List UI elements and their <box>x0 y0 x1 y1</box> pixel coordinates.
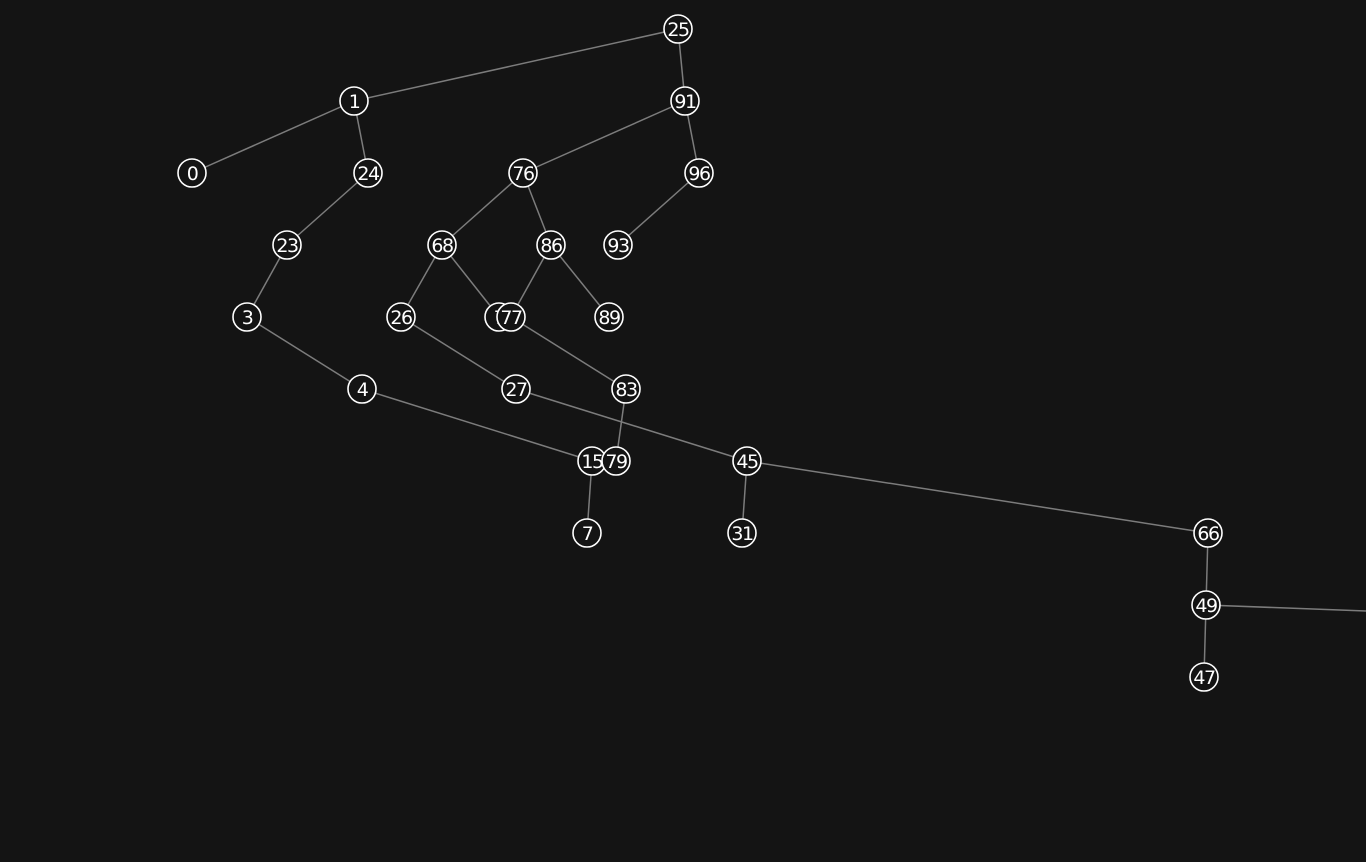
node-label: 15 <box>581 451 603 473</box>
tree-node-n96: 96 <box>684 158 714 188</box>
node-label: 25 <box>667 19 689 41</box>
edges-layer <box>191 28 1366 678</box>
node-label: 27 <box>505 379 527 401</box>
node-label: 26 <box>390 307 412 329</box>
node-circle <box>732 446 762 476</box>
edge-n76-n68 <box>441 172 524 246</box>
node-label: 0 <box>187 163 198 185</box>
node-circle <box>603 230 633 260</box>
edge-n77-n83 <box>510 316 627 390</box>
node-label: 23 <box>276 235 298 257</box>
node-circle <box>601 446 631 476</box>
edge-n4-n15 <box>361 388 593 462</box>
node-label: 31 <box>731 523 753 545</box>
node-circle <box>594 302 624 332</box>
tree-node-n77: 77 <box>496 302 526 332</box>
node-label: 66 <box>1197 523 1219 545</box>
tree-node-n26: 26 <box>386 302 416 332</box>
tree-node-n45: 45 <box>732 446 762 476</box>
node-circle <box>232 302 262 332</box>
tree-node-n23: 23 <box>272 230 302 260</box>
node-circle <box>1191 590 1221 620</box>
node-circle <box>572 518 602 548</box>
tree-node-n47: 47 <box>1189 662 1219 692</box>
tree-node-n0: 0 <box>177 158 207 188</box>
tree-node-n76: 76 <box>508 158 538 188</box>
node-label: 1 <box>349 91 360 113</box>
node-circle <box>386 302 416 332</box>
node-circle <box>663 14 693 44</box>
node-label: 49 <box>1195 595 1217 617</box>
tree-node-n66: 66 <box>1193 518 1223 548</box>
node-label: 24 <box>357 163 380 185</box>
node-label: 3 <box>242 307 253 329</box>
tree-node-n91: 91 <box>670 86 700 116</box>
node-circle <box>1189 662 1219 692</box>
edge-n24-n23 <box>286 172 369 246</box>
node-label: 45 <box>736 451 758 473</box>
node-label: 86 <box>540 235 562 257</box>
node-circle <box>684 158 714 188</box>
tree-node-n89: 89 <box>594 302 624 332</box>
tree-node-n27: 27 <box>501 374 531 404</box>
edge-n96-n93 <box>617 172 700 246</box>
node-label: 4 <box>357 379 369 401</box>
tree-node-n7b: 7 <box>572 518 602 548</box>
node-label: 47 <box>1193 667 1215 689</box>
node-circle <box>611 374 641 404</box>
edge-n45-n66 <box>746 460 1209 534</box>
edge-n91-n76 <box>522 100 686 174</box>
node-label: 89 <box>598 307 620 329</box>
node-circle <box>177 158 207 188</box>
node-circle <box>1193 518 1223 548</box>
node-circle <box>670 86 700 116</box>
tree-node-n49: 49 <box>1191 590 1221 620</box>
tree-node-n79: 79 <box>601 446 631 476</box>
tree-node-n1: 1 <box>339 86 369 116</box>
node-circle <box>353 158 383 188</box>
tree-node-n83: 83 <box>611 374 641 404</box>
node-circle <box>339 86 369 116</box>
tree-node-n31: 31 <box>727 518 757 548</box>
node-label: 68 <box>431 235 453 257</box>
edge-n68-n7a <box>441 244 500 318</box>
node-label: 93 <box>607 235 629 257</box>
node-circle <box>508 158 538 188</box>
edge-n1-n0 <box>191 100 355 174</box>
node-label: 96 <box>688 163 710 185</box>
node-circle <box>272 230 302 260</box>
node-circle <box>727 518 757 548</box>
node-label: 79 <box>605 451 627 473</box>
edge-n86-n89 <box>550 244 610 318</box>
tree-node-n25: 25 <box>663 14 693 44</box>
tree-node-n68: 68 <box>427 230 457 260</box>
tree-node-n86: 86 <box>536 230 566 260</box>
tree-node-n93: 93 <box>603 230 633 260</box>
tree-node-n3: 3 <box>232 302 262 332</box>
nodes-layer: 2519102476962368869332677789427831579457… <box>177 14 1223 692</box>
edge-n27-n45 <box>515 388 748 462</box>
edge-n26-n27 <box>400 316 517 390</box>
node-circle <box>536 230 566 260</box>
node-label: 77 <box>500 307 522 329</box>
edge-n49-offscreen <box>1205 604 1366 612</box>
node-circle <box>347 374 377 404</box>
node-label: 91 <box>674 91 696 113</box>
node-circle <box>501 374 531 404</box>
node-label: 76 <box>512 163 534 185</box>
tree-node-n4: 4 <box>347 374 377 404</box>
node-circle <box>496 302 526 332</box>
edge-n3-n4 <box>246 316 363 390</box>
node-label: 7 <box>582 523 593 545</box>
tree-node-n24: 24 <box>353 158 383 188</box>
edge-n25-n1 <box>353 28 679 102</box>
node-circle <box>427 230 457 260</box>
node-label: 83 <box>615 379 637 401</box>
